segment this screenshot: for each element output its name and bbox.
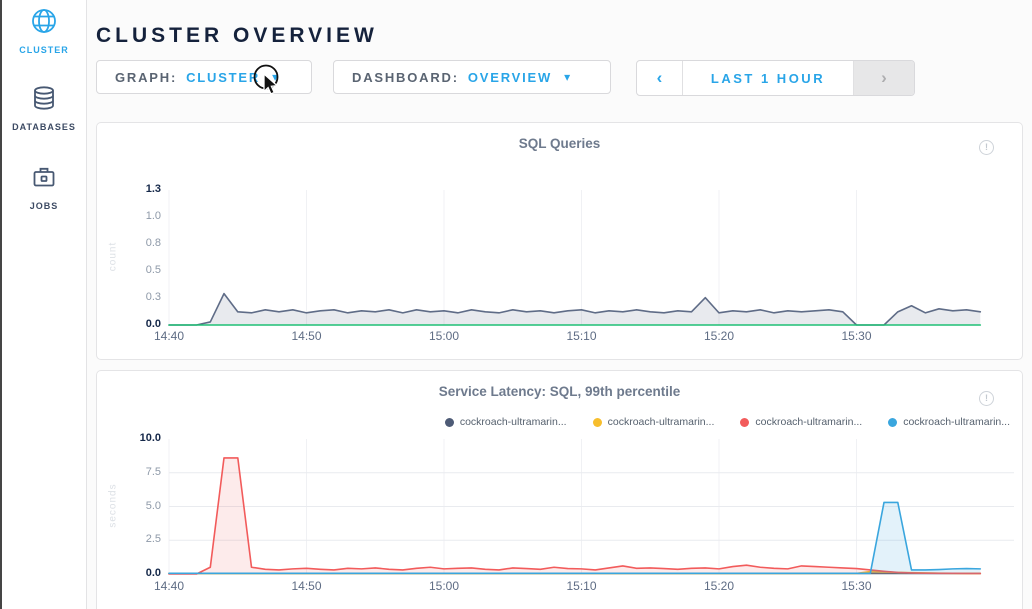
- y-axis-tick: 10.0: [139, 432, 161, 444]
- x-axis-tick: 14:40: [153, 579, 185, 593]
- legend-dot-icon: [444, 417, 454, 427]
- y-axis-tick: 0.8: [145, 237, 161, 249]
- sidebar-item-label: JOBS: [29, 201, 59, 211]
- x-axis-ticks: 14:40 14:50 15:00 15:10 15:20 15:30: [154, 329, 1014, 343]
- x-axis-tick: 15:30: [841, 329, 872, 343]
- page-title: CLUSTER OVERVIEW: [96, 24, 378, 48]
- database-icon: [30, 86, 58, 116]
- legend-dot-icon: [740, 417, 750, 427]
- graph-dropdown-value: CLUSTER: [186, 69, 261, 85]
- time-prev-button[interactable]: ‹: [637, 61, 682, 95]
- chart-plot-area[interactable]: [168, 190, 1014, 326]
- info-icon[interactable]: !: [979, 391, 994, 406]
- y-axis-tick: 0.5: [145, 264, 161, 276]
- sidebar: CLUSTER DATABASES JOBS: [2, 0, 87, 609]
- chevron-down-icon: ▾: [272, 70, 280, 84]
- chart-title: SQL Queries: [518, 136, 601, 151]
- legend-label: cockroach-ultramarin...: [903, 416, 1010, 428]
- x-axis-tick: 15:10: [566, 579, 597, 593]
- y-axis-tick: 0.0: [145, 318, 161, 330]
- legend-item: cockroach-ultramarin...: [444, 416, 567, 428]
- main-content: CLUSTER OVERVIEW GRAPH: CLUSTER ▾ DASHBO…: [87, 0, 1032, 609]
- y-axis-tick: 7.5: [145, 465, 161, 478]
- y-axis-ticks: 0.0 2.5 5.0 7.5 10.0: [97, 432, 161, 579]
- legend-item: cockroach-ultramarin...: [888, 416, 1010, 428]
- chevron-down-icon: ▾: [564, 70, 572, 84]
- sidebar-item-databases[interactable]: DATABASES: [2, 84, 86, 132]
- y-axis-tick: 0.0: [145, 567, 161, 579]
- y-axis-tick: 1.0: [145, 210, 161, 222]
- y-axis-tick: 1.3: [145, 183, 161, 195]
- time-next-button-disabled[interactable]: ›: [854, 61, 914, 95]
- y-axis-tick: 0.3: [145, 291, 161, 303]
- legend-dot-icon: [888, 417, 898, 427]
- x-axis-tick: 14:50: [291, 579, 322, 593]
- legend-label: cockroach-ultramarin...: [459, 416, 567, 428]
- x-axis-ticks: 14:40 14:50 15:00 15:10 15:20 15:30: [154, 579, 1014, 593]
- sidebar-item-cluster[interactable]: CLUSTER: [2, 7, 86, 55]
- dashboard-dropdown-value: OVERVIEW: [467, 69, 553, 85]
- x-axis-tick: 15:00: [428, 329, 460, 343]
- chart-legend: cockroach-ultramarin... cockroach-ultrama…: [444, 416, 1010, 428]
- chart-card-service-latency: Service Latency: SQL, 99th percentile ! …: [96, 370, 1023, 609]
- x-axis-tick: 14:40: [153, 329, 185, 343]
- legend-label: cockroach-ultramarin...: [607, 416, 715, 428]
- x-axis-tick: 15:20: [703, 329, 735, 343]
- graph-dropdown[interactable]: GRAPH: CLUSTER ▾: [96, 60, 312, 94]
- y-axis-tick: 2.5: [145, 533, 161, 546]
- time-range-button[interactable]: LAST 1 HOUR: [682, 61, 854, 95]
- window-left-edge: [0, 0, 2, 609]
- controls-bar: GRAPH: CLUSTER ▾ DASHBOARD: OVERVIEW ▾ ‹…: [96, 60, 915, 96]
- chart-card-sql-queries: SQL Queries ! count 0.0 0.3 0.5 0.8 1.0 1.3 1…: [96, 122, 1023, 360]
- legend-item: cockroach-ultramarin...: [592, 416, 715, 428]
- sidebar-item-jobs[interactable]: JOBS: [2, 163, 86, 211]
- y-axis-tick: 5.0: [145, 499, 161, 512]
- x-axis-tick: 15:30: [841, 579, 872, 593]
- dashboard-dropdown[interactable]: DASHBOARD: OVERVIEW ▾: [333, 60, 611, 94]
- chart-plot-area[interactable]: [168, 439, 1014, 575]
- legend-item: cockroach-ultramarin...: [740, 416, 862, 428]
- x-axis-tick: 14:50: [291, 329, 322, 343]
- graph-dropdown-label: GRAPH:: [115, 69, 178, 85]
- sidebar-item-label: CLUSTER: [19, 45, 69, 55]
- x-axis-tick: 15:10: [566, 329, 597, 343]
- legend-label: cockroach-ultramarin...: [755, 416, 863, 428]
- time-window-selector: ‹ LAST 1 HOUR ›: [636, 60, 915, 96]
- chevron-left-icon: ‹: [656, 68, 663, 87]
- dashboard-dropdown-label: DASHBOARD:: [352, 69, 459, 85]
- x-axis-tick: 15:00: [428, 579, 460, 593]
- y-axis-ticks: 0.0 0.3 0.5 0.8 1.0 1.3: [97, 183, 161, 330]
- briefcase-icon: [30, 167, 58, 195]
- info-icon[interactable]: !: [979, 140, 994, 155]
- sidebar-item-label: DATABASES: [12, 122, 76, 132]
- globe-icon: [30, 9, 58, 39]
- x-axis-tick: 15:20: [703, 579, 735, 593]
- legend-dot-icon: [592, 417, 602, 427]
- chart-title: Service Latency: SQL, 99th percentile: [438, 384, 681, 399]
- chevron-right-icon: ›: [881, 68, 887, 87]
